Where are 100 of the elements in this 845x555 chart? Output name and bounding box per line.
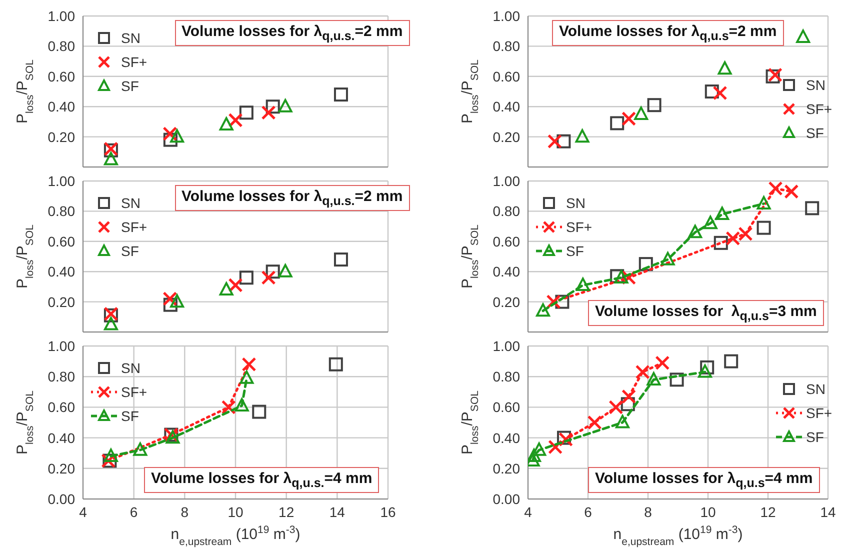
point [104, 448, 118, 462]
point [805, 201, 820, 216]
point [688, 224, 702, 238]
point [162, 292, 178, 306]
y-tick-label: 0.60 [492, 68, 520, 84]
legend-label: SF [121, 408, 139, 424]
point [163, 132, 178, 147]
x-tick-label: 16 [380, 504, 396, 520]
legend-label: SF [806, 125, 824, 142]
point [724, 354, 738, 368]
point [738, 226, 753, 242]
x-tick-label: 8 [644, 504, 652, 520]
annotation: Volume losses for λ$_{q,u.s.}$=4 mm [144, 467, 380, 493]
point [660, 252, 675, 266]
y-tick-label: 0.20 [492, 460, 520, 476]
y-tick-label: 0.20 [48, 294, 76, 310]
x-tick-label: 4 [524, 504, 532, 520]
point [698, 364, 712, 378]
point [768, 68, 782, 82]
legend-label: SF+ [806, 101, 832, 118]
y-tick-label: 0.40 [48, 430, 76, 446]
y-tick-label: 0.40 [48, 98, 76, 115]
y-tick-label: 0.80 [48, 368, 76, 385]
y-tick-label: 0.60 [48, 399, 76, 416]
x-tick-label: 14 [820, 504, 836, 520]
y-tick-label: 1.00 [48, 172, 76, 189]
y-tick-label: 0.80 [492, 38, 520, 54]
point [587, 415, 602, 430]
point [756, 220, 771, 235]
x-tick-label: 12 [760, 504, 776, 520]
point [647, 98, 662, 112]
y-tick-label: 0.20 [492, 294, 520, 310]
point [162, 126, 178, 142]
point [239, 106, 254, 120]
point [670, 372, 684, 387]
legend-label: SN [121, 360, 140, 376]
point [278, 99, 292, 112]
y-tick-label: 0.80 [492, 368, 520, 385]
x-tick-label: 6 [584, 504, 592, 520]
point [614, 270, 628, 284]
point [766, 69, 780, 84]
point [634, 106, 648, 120]
annotation: Volume losses for λ$_{q,u.s}$=3 mm [588, 300, 824, 326]
point [266, 264, 280, 279]
x-tick-label: 10 [700, 504, 716, 520]
x-tick-label: 8 [180, 504, 189, 520]
point [622, 389, 636, 404]
legend-label: SF+ [806, 404, 832, 421]
y-tick-label: 1.00 [48, 8, 76, 24]
annotation: Volume losses for λ$_{q,u.s}$=2 mm [552, 20, 784, 46]
point [334, 88, 348, 102]
y-tick-label: 0.40 [492, 430, 520, 446]
point [278, 264, 292, 278]
point [756, 196, 771, 210]
x-tick-label: 6 [130, 504, 138, 520]
legend-label: SF [566, 243, 584, 259]
y-tick-label: 0.40 [48, 264, 76, 280]
y-tick-label: 0.60 [492, 399, 520, 416]
point [608, 400, 624, 414]
y-tick-label: 1.00 [492, 8, 520, 24]
point [655, 356, 670, 370]
y-tick-label: 0.00 [48, 490, 76, 507]
point [104, 316, 118, 330]
legend-label: SN [806, 77, 826, 94]
y-tick-label: 0.40 [492, 98, 520, 115]
x-axis-title: n$_{e,upstream}$ (10$^{19}$ m$^{-3}$) [170, 524, 300, 548]
point [622, 111, 636, 126]
point [528, 448, 541, 462]
x-tick-label: 14 [329, 504, 346, 520]
point [700, 360, 714, 374]
point [104, 152, 118, 166]
point [768, 181, 783, 196]
legend-label: SF+ [121, 384, 148, 400]
y-tick-label: 0.20 [48, 128, 76, 145]
x-tick-label: 10 [228, 504, 244, 520]
point [638, 257, 653, 272]
point [557, 430, 571, 445]
y-tick-label: 0.20 [48, 460, 76, 476]
legend-label: SF [121, 78, 139, 94]
legend-label: SF+ [121, 54, 148, 70]
x-tick-label: 4 [79, 504, 88, 520]
point [252, 404, 266, 419]
y-tick-label: 0.80 [48, 38, 76, 54]
point [170, 129, 184, 143]
point [234, 398, 249, 412]
point [133, 442, 148, 456]
y-tick-label: 0.60 [48, 68, 76, 84]
x-tick-label: 12 [278, 504, 294, 520]
point [532, 442, 546, 456]
point [334, 252, 348, 267]
y-tick-label: 0.80 [492, 203, 520, 220]
x-axis-title: n$_{e,upstream}$ (10$^{19}$ m$^{-3}$) [613, 524, 743, 548]
annotation: Volume losses for λ$_{q,u.s.}$=2 mm [174, 20, 410, 46]
legend-label: SF [806, 428, 824, 445]
y-tick-label: 0.80 [48, 203, 76, 220]
point [576, 278, 590, 291]
y-tick-label: 0.60 [48, 233, 76, 250]
point [261, 105, 276, 120]
y-tick-label: 1.00 [492, 338, 520, 354]
point [703, 216, 718, 230]
